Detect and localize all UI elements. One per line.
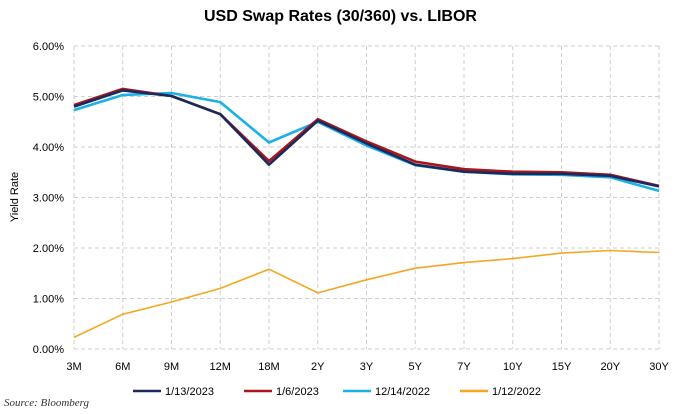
y-tick-label: 5.00% xyxy=(33,92,64,104)
chart-title: USD Swap Rates (30/360) vs. LIBOR xyxy=(204,8,477,25)
legend: 1/13/2023 1/6/2023 12/14/2022 1/12/2022 xyxy=(133,386,541,398)
legend-label: 1/6/2023 xyxy=(276,386,319,398)
x-tick-label: 12M xyxy=(210,361,231,373)
x-tick-label: 3Y xyxy=(360,361,374,373)
series-lines xyxy=(73,87,660,339)
y-tick-label: 1.00% xyxy=(33,294,64,306)
series-line-1-13-2023 xyxy=(73,89,660,188)
y-tick-label: 4.00% xyxy=(33,142,64,154)
x-tick-label: 6M xyxy=(115,361,130,373)
gridlines xyxy=(73,45,660,350)
x-tick-label: 30Y xyxy=(649,361,669,373)
y-tick-label: 3.00% xyxy=(33,193,64,205)
x-tick-label: 9M xyxy=(164,361,179,373)
x-tick-label: 7Y xyxy=(457,361,471,373)
series-line-1-12-2022 xyxy=(73,249,660,339)
legend-label: 1/13/2023 xyxy=(165,386,214,398)
legend-label: 12/14/2022 xyxy=(375,386,430,398)
y-tick-label: 2.00% xyxy=(33,243,64,255)
x-tick-label: 5Y xyxy=(409,361,423,373)
x-tick-label: 20Y xyxy=(600,361,620,373)
y-tick-label: 6.00% xyxy=(33,41,64,53)
x-tick-label: 10Y xyxy=(503,361,523,373)
x-tick-label: 15Y xyxy=(552,361,572,373)
x-tick-label: 18M xyxy=(258,361,279,373)
legend-label: 1/12/2022 xyxy=(492,386,541,398)
x-tick-label: 3M xyxy=(66,361,81,373)
source-note: Source: Bloomberg xyxy=(4,397,90,409)
y-tick-label: 0.00% xyxy=(33,344,64,356)
y-axis-title: Yield Rate xyxy=(9,172,21,222)
x-tick-label: 2Y xyxy=(311,361,325,373)
y-axis-ticks: 0.00% 1.00% 2.00% 3.00% 4.00% 5.00% 6.00% xyxy=(33,41,64,356)
x-axis-ticks: 3M 6M 9M 12M 18M 2Y 3Y 5Y 7Y 10Y 15Y 20Y 30Y xyxy=(66,361,669,373)
